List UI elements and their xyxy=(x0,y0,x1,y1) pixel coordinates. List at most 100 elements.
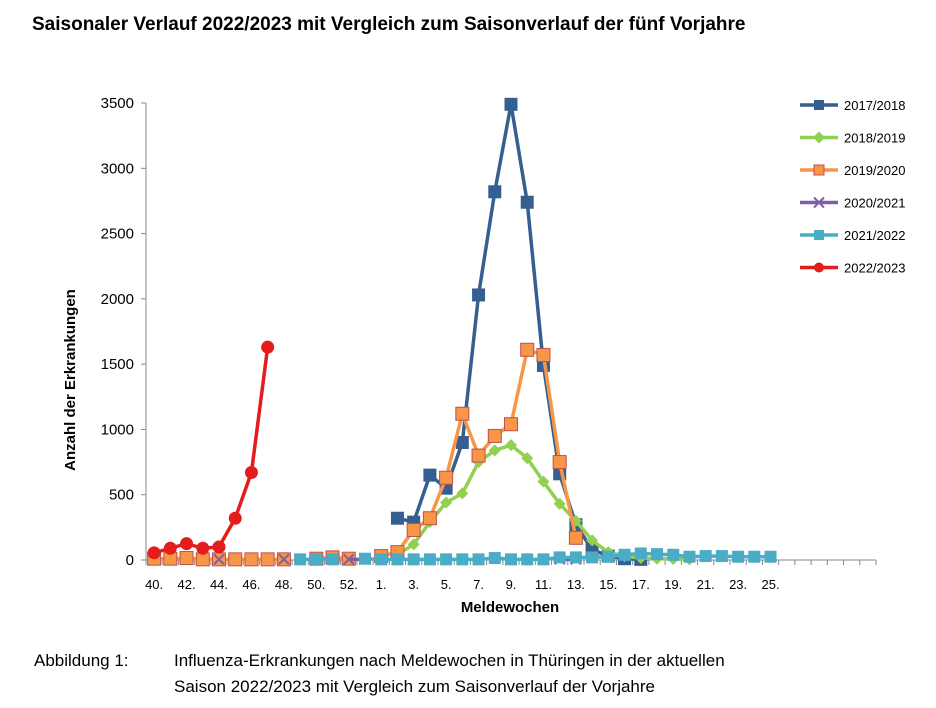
caption-line-2: Saison 2022/2023 mit Vergleich zum Saiso… xyxy=(174,677,656,696)
data-point xyxy=(537,553,550,566)
series-2022-2023 xyxy=(147,340,275,560)
data-point xyxy=(147,546,161,560)
legend-marker xyxy=(814,100,824,110)
data-point xyxy=(390,511,404,525)
data-point xyxy=(310,553,323,566)
data-point xyxy=(553,551,566,564)
series-line xyxy=(153,346,270,555)
legend-label: 2018/2019 xyxy=(844,131,905,146)
data-point xyxy=(212,540,226,554)
data-point xyxy=(586,534,599,547)
data-point xyxy=(521,452,534,465)
legend-item: 2021/2022 xyxy=(800,228,905,243)
data-point xyxy=(228,552,243,567)
legend-marker xyxy=(813,196,825,209)
legend-marker xyxy=(814,262,824,273)
data-point xyxy=(440,496,453,509)
data-point xyxy=(406,522,421,537)
x-tick-label: 3. xyxy=(408,577,419,592)
data-point xyxy=(634,547,647,560)
x-tick-label: 11. xyxy=(535,577,552,592)
series-2019-2020 xyxy=(147,342,583,567)
series-line xyxy=(397,102,641,562)
data-point xyxy=(278,553,290,566)
data-point xyxy=(732,550,745,563)
y-axis-label: Anzahl der Erkrankungen xyxy=(62,289,79,471)
legend-item: 2022/2023 xyxy=(800,261,905,276)
x-marker-stroke xyxy=(343,553,355,566)
legend: 2017/2018 2018/2019 2019/2020 2020/2021 2021… xyxy=(800,98,905,276)
data-point xyxy=(472,553,485,566)
data-point xyxy=(569,551,582,564)
x-tick-label: 19. xyxy=(664,577,682,592)
data-point xyxy=(244,466,258,480)
legend-label: 2017/2018 xyxy=(844,98,905,113)
line-chart: 0 500 1000 1500 2000 2500 3000 3500 40. 42. 44. 46… xyxy=(62,95,905,616)
data-point xyxy=(391,553,404,566)
data-point xyxy=(472,288,486,302)
caption-line-1: Influenza-Erkrankungen nach Meldewochen … xyxy=(174,651,725,670)
x-tick-label: 46. xyxy=(242,577,260,592)
data-point xyxy=(471,448,486,463)
data-point xyxy=(667,548,680,561)
series-2021-2022 xyxy=(294,547,777,566)
x-tick-label: 40. xyxy=(145,577,163,592)
data-point xyxy=(618,548,631,561)
data-point xyxy=(407,538,420,551)
data-point xyxy=(568,530,583,545)
data-point xyxy=(343,553,355,566)
chart-title: Saisonaler Verlauf 2022/2023 mit Verglei… xyxy=(32,14,746,35)
x-tick-label: 44. xyxy=(210,577,228,592)
x-tick-label: 5. xyxy=(441,577,452,592)
data-point xyxy=(359,552,371,565)
data-point xyxy=(537,475,550,488)
data-point xyxy=(375,553,388,566)
y-tick-label: 3000 xyxy=(101,160,134,177)
data-point xyxy=(407,553,420,566)
data-point xyxy=(180,537,194,551)
y-axis: 0 500 1000 1500 2000 2500 3000 3500 xyxy=(101,95,147,569)
data-point xyxy=(456,553,469,566)
data-point xyxy=(764,550,777,563)
data-point xyxy=(423,553,436,566)
data-point xyxy=(455,435,469,449)
data-point xyxy=(699,550,712,563)
x-tick-label: 23. xyxy=(729,577,747,592)
data-point xyxy=(196,541,210,555)
data-point xyxy=(228,511,242,525)
data-point xyxy=(520,195,534,209)
caption-label: Abbildung 1: xyxy=(34,651,129,670)
data-point xyxy=(488,185,502,199)
data-point xyxy=(488,444,501,457)
legend-marker xyxy=(813,164,825,176)
data-point xyxy=(504,417,518,432)
data-point xyxy=(553,497,566,510)
data-point xyxy=(748,550,761,563)
legend-item: 2018/2019 xyxy=(800,131,905,146)
data-point xyxy=(683,550,696,563)
y-tick-label: 0 xyxy=(126,552,134,569)
x-tick-label: 42. xyxy=(178,577,196,592)
data-point xyxy=(505,553,517,566)
data-point xyxy=(715,550,728,563)
x-axis-label: Meldewochen xyxy=(461,599,559,616)
y-tick-label: 1500 xyxy=(101,356,134,373)
data-point xyxy=(505,439,517,452)
data-point xyxy=(213,553,225,566)
x-tick-label: 48. xyxy=(275,577,293,592)
data-point xyxy=(440,553,453,566)
data-point xyxy=(521,553,534,566)
legend-label: 2020/2021 xyxy=(844,196,905,211)
x-tick-label: 25. xyxy=(762,577,780,592)
legend-label: 2022/2023 xyxy=(844,261,905,276)
x-tick-label: 21. xyxy=(697,577,715,592)
y-tick-label: 3500 xyxy=(101,95,134,112)
x-tick-label: 9. xyxy=(506,577,517,592)
x-tick-label: 17. xyxy=(632,577,650,592)
y-tick-label: 2500 xyxy=(101,226,134,243)
x-tick-label: 1. xyxy=(376,577,387,592)
x-tick-label: 52. xyxy=(340,577,358,592)
data-point xyxy=(179,551,194,566)
x-tick-label: 15. xyxy=(599,577,617,592)
legend-label: 2019/2020 xyxy=(844,163,905,178)
